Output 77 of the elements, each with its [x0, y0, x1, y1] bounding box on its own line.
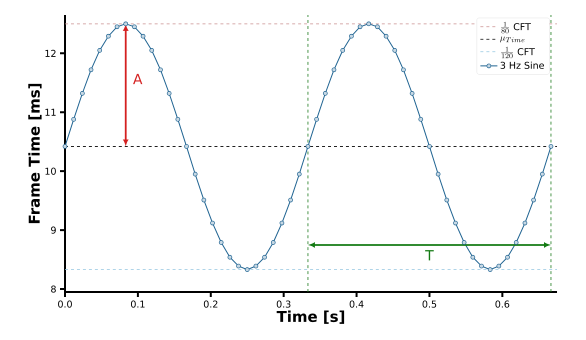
point [548, 144, 554, 149]
point [218, 240, 224, 245]
point [401, 67, 406, 72]
point [522, 220, 528, 226]
point [123, 22, 128, 26]
point [71, 116, 76, 122]
point [366, 22, 372, 26]
point [349, 34, 354, 39]
point [436, 172, 440, 176]
legend-label: $\frac{1}{120}\mbox{ CFT}$ [501, 46, 535, 58]
point [479, 264, 484, 268]
point [270, 240, 276, 245]
point [358, 24, 362, 30]
point [262, 254, 267, 260]
point [114, 24, 120, 30]
y-tick-label: 12 [45, 50, 56, 57]
point [254, 264, 258, 268]
point [322, 91, 328, 96]
x-tick-label: 0.2 [204, 300, 218, 308]
point [496, 264, 502, 268]
y-tick-label: 11 [45, 108, 56, 116]
x-tick-label: 0.4 [350, 300, 364, 308]
point [514, 240, 519, 245]
point [332, 67, 336, 72]
y-tick-label: 9 [51, 226, 56, 234]
x-tick-label: 0.0 [58, 300, 72, 308]
point [97, 48, 102, 53]
point [392, 48, 398, 53]
point [158, 67, 163, 72]
point [192, 172, 198, 176]
point [296, 172, 302, 176]
ref-line-label: $\frac{1}{80}\mbox{ CFT}$ [501, 22, 531, 34]
y-axis-title: Frame Time [ms] [28, 84, 42, 224]
point [288, 198, 293, 202]
point [444, 198, 450, 202]
x-tick-label: 0.3 [276, 300, 290, 308]
point [228, 254, 232, 260]
point [410, 91, 414, 96]
point [132, 24, 137, 30]
x-tick-label: 0.1 [130, 300, 145, 308]
legend-label: 3 Hz Sine [500, 62, 544, 69]
point [306, 144, 310, 149]
point [202, 198, 206, 202]
point [375, 24, 380, 30]
y-tick-label: 10 [45, 168, 56, 175]
x-tick-label: 0.6 [495, 300, 510, 308]
point [314, 116, 319, 122]
point [462, 240, 466, 245]
point [340, 48, 346, 53]
point [470, 254, 476, 260]
point [236, 264, 241, 268]
point [453, 220, 458, 226]
point [166, 91, 172, 96]
x-axis-title: Time [s] [276, 310, 344, 324]
point [184, 144, 189, 149]
point [140, 34, 146, 39]
y-tick-label: 8 [51, 285, 56, 293]
point [418, 116, 424, 122]
annotation: T [425, 250, 434, 260]
point [210, 220, 215, 226]
point [505, 254, 510, 260]
point [88, 67, 94, 72]
point [62, 144, 68, 149]
point [531, 198, 536, 202]
x-tick-label: 0.5 [422, 300, 436, 308]
point [80, 91, 85, 96]
legend-label: $\mu_{Time}$ [500, 36, 525, 42]
point [244, 267, 250, 272]
point [176, 116, 180, 122]
point [384, 34, 388, 39]
point [540, 172, 545, 176]
point [427, 144, 432, 149]
point [488, 267, 493, 272]
annotation: A [133, 74, 142, 84]
point [280, 220, 284, 226]
point [149, 48, 154, 53]
point [106, 34, 111, 39]
